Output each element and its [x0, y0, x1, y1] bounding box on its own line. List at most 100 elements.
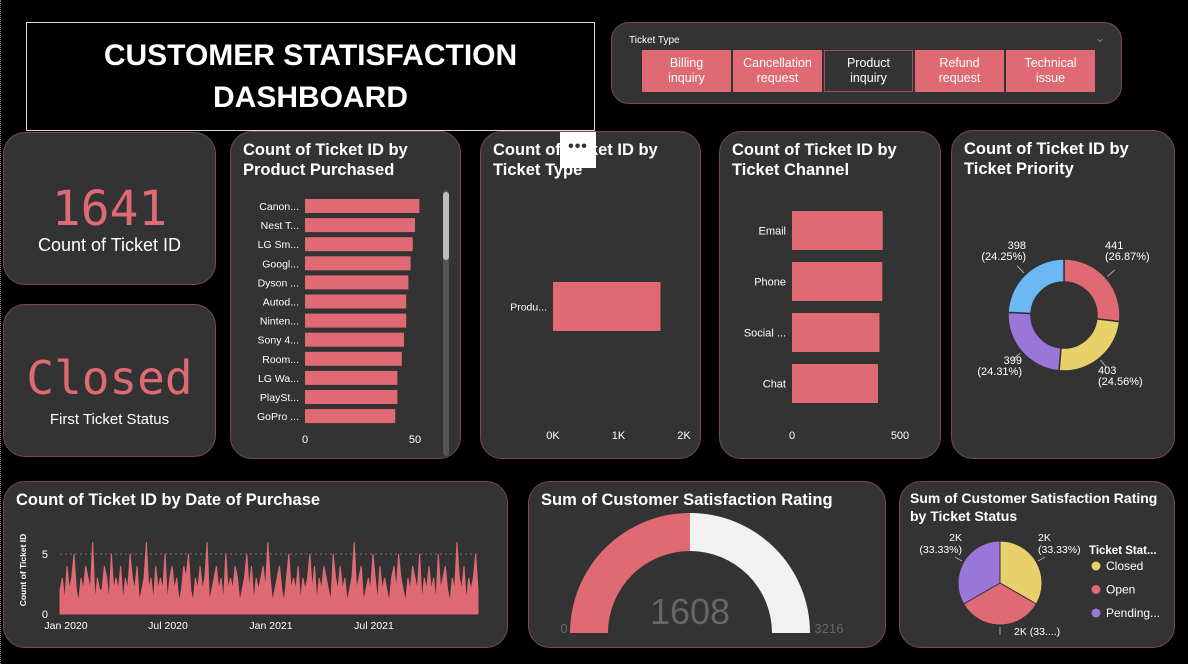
canvas-edge	[0, 0, 2, 664]
leader-line	[1017, 266, 1024, 273]
gauge-min-label: 0	[560, 621, 567, 636]
bar	[305, 295, 406, 309]
dashboard-title-box: CUSTOMER STATISFACTION DASHBOARD	[26, 22, 595, 131]
leader-line	[1107, 270, 1114, 277]
legend-item: Closed	[1106, 559, 1143, 573]
donut-slice	[1059, 319, 1120, 371]
kpi-status-label: First Ticket Status	[4, 411, 215, 428]
legend-title: Ticket Stat...	[1089, 545, 1157, 557]
data-label: 2K	[1038, 532, 1051, 544]
more-options-ellipsis-icon[interactable]: •••	[560, 132, 596, 168]
donut-slice	[1008, 259, 1064, 313]
category-label: Googl...	[262, 258, 299, 270]
slicer-option-product-inquiry[interactable]: Product inquiry	[824, 50, 913, 92]
slicer-option-line2: issue	[1036, 71, 1065, 85]
bar	[305, 390, 397, 404]
bar	[305, 275, 408, 289]
category-label: GoPro ...	[257, 411, 299, 423]
slicer-option-technical-issue[interactable]: Technical issue	[1006, 50, 1095, 92]
x-tick-label: Jul 2021	[354, 620, 394, 632]
y-tick-label: 5	[42, 549, 48, 561]
category-label: Ninten...	[260, 316, 299, 328]
data-label: (26.87%)	[1105, 251, 1150, 263]
bar	[305, 371, 397, 385]
satisfaction-gauge: 1608 0 3216	[529, 482, 887, 649]
category-label: Nest T...	[261, 220, 299, 232]
x-tick-label: Jan 2021	[249, 620, 292, 632]
data-label: (33.33%)	[919, 544, 962, 556]
scrollbar-thumb[interactable]	[443, 192, 449, 260]
type-chart-card[interactable]: Count of Ticket ID by Ticket Type Produ.…	[480, 131, 701, 459]
channel-bar-chart: Email Phone Social ... Chat 0 500	[720, 132, 942, 460]
legend-item: Open	[1106, 583, 1135, 597]
data-label: (24.31%)	[977, 366, 1022, 378]
bar	[305, 237, 413, 251]
bar	[792, 211, 883, 250]
slicer-option-line2: inquiry	[850, 71, 887, 85]
x-tick-label: 0	[789, 430, 795, 442]
bar	[305, 218, 415, 232]
product-bar-chart: Canon... Nest T... LG Sm... Googl... Dyson .…	[231, 132, 462, 460]
slicer-option-line2: request	[757, 71, 799, 85]
channel-chart-card[interactable]: Count of Ticket ID by Ticket Channel Ema…	[719, 131, 941, 459]
product-chart-card[interactable]: Count of Ticket ID by Product Purchased …	[230, 131, 461, 459]
category-label: Autod...	[263, 297, 299, 309]
type-bar-chart: Produ...0K 1K 2K	[481, 132, 702, 460]
gauge-max-label: 3216	[815, 621, 844, 636]
bar	[792, 262, 882, 301]
category-label: Canon...	[259, 201, 299, 213]
legend-marker	[1092, 609, 1101, 618]
bar	[305, 314, 406, 328]
legend-marker	[1092, 585, 1101, 594]
x-tick-label: Jul 2020	[148, 620, 188, 632]
bar	[305, 256, 411, 270]
bar	[305, 352, 402, 366]
category-label: Dyson ...	[258, 277, 299, 289]
category-label: Social ...	[744, 328, 786, 340]
slicer-option-billing-inquiry[interactable]: Billing inquiry	[642, 50, 731, 92]
slicer-option-line1: Technical	[1024, 56, 1076, 70]
priority-chart-card[interactable]: Count of Ticket ID by Ticket Priority 44…	[951, 130, 1175, 459]
legend-marker	[1092, 562, 1101, 571]
category-label: Email	[758, 226, 786, 238]
slicer-option-cancellation-request[interactable]: Cancellation request	[733, 50, 822, 92]
leader-line	[1038, 557, 1045, 561]
category-label: LG Wa...	[258, 373, 299, 385]
status-chart-card[interactable]: Sum of Customer Satisfaction Rating by T…	[899, 481, 1175, 648]
leader-line	[955, 557, 962, 561]
x-tick-label: Jan 2020	[44, 620, 87, 632]
category-label: PlaySt...	[260, 392, 299, 404]
gauge-card[interactable]: Sum of Customer Satisfaction Rating 1608…	[528, 481, 886, 648]
x-tick-label: 500	[891, 430, 909, 442]
data-label: 2K (33....)	[1014, 626, 1060, 638]
slicer-option-line1: Cancellation	[743, 56, 812, 70]
kpi-count-value: 1641	[4, 181, 215, 237]
chevron-down-icon[interactable]: ⌄	[1095, 31, 1105, 45]
priority-donut-chart: 441(26.87%) 403(24.56%) 399(24.31%) 398(24.…	[952, 131, 1176, 460]
ticket-type-slicer: Ticket Type ⌄ Billing inquiry Cancellatio…	[611, 22, 1122, 104]
data-label: 2K	[949, 532, 962, 544]
donut-slice	[1064, 259, 1120, 322]
category-label: Sony 4...	[258, 335, 299, 347]
category-label: LG Sm...	[258, 239, 299, 251]
kpi-status-value: Closed	[4, 351, 215, 405]
slicer-option-refund-request[interactable]: Refund request	[915, 50, 1004, 92]
y-axis-title: Count of Ticket ID	[18, 534, 28, 607]
x-tick-label: 1K	[612, 430, 626, 442]
date-chart-card[interactable]: Count of Ticket ID by Date of Purchase 0…	[3, 481, 508, 648]
category-label: Chat	[763, 379, 786, 391]
bar	[553, 282, 660, 331]
data-label: (24.56%)	[1098, 376, 1143, 388]
gauge-value: 1608	[650, 591, 730, 632]
status-pie-chart: 2K(33.33%)2K (33....)2K(33.33%) Ticket St…	[900, 482, 1176, 649]
kpi-count-label: Count of Ticket ID	[4, 235, 215, 256]
bar	[305, 409, 395, 423]
slicer-option-line2: request	[939, 71, 981, 85]
kpi-status-card[interactable]: Closed First Ticket Status	[3, 304, 216, 457]
kpi-count-card[interactable]: 1641 Count of Ticket ID	[3, 132, 216, 285]
x-tick-label: 2K	[677, 430, 691, 442]
bar	[792, 364, 878, 403]
data-label: (24.25%)	[981, 251, 1026, 263]
bar	[305, 199, 419, 213]
date-area-chart: 0 5 Count of Ticket ID Jan 2020 Jul 2020 Jan …	[4, 482, 509, 649]
